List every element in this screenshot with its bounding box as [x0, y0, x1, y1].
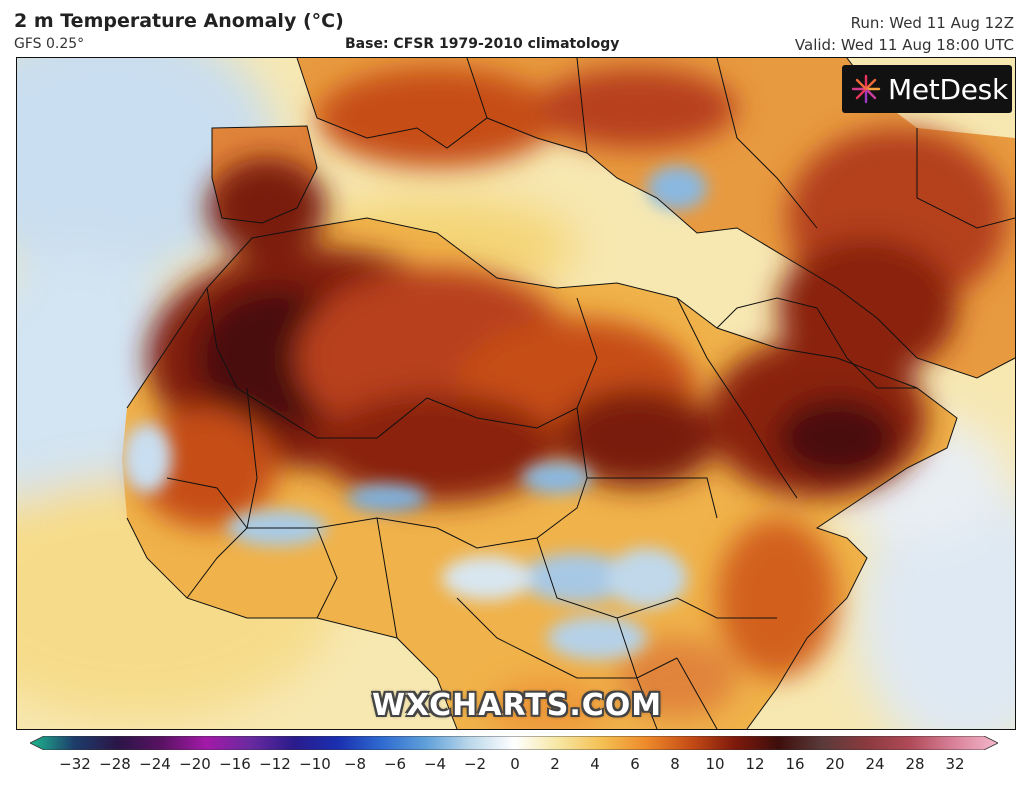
color-scale-tick-label: 20 [825, 755, 845, 773]
country-borders [126, 58, 1015, 729]
color-scale-tick-label: −32 [59, 755, 91, 773]
metdesk-logo: MetDesk [842, 65, 1012, 113]
color-scale-tick-label: 0 [510, 755, 520, 773]
anomaly-map [16, 57, 1016, 730]
model-label: GFS 0.25° [14, 36, 85, 52]
climatology-base-label: Base: CFSR 1979-2010 climatology [345, 36, 620, 52]
warm-anomaly-field [137, 68, 1007, 729]
chart-title: 2 m Temperature Anomaly (°C) [14, 10, 344, 32]
color-scale-tick-label: 2 [550, 755, 560, 773]
color-scale-tick-label: −8 [343, 755, 367, 773]
color-scale-tick-label: 6 [630, 755, 640, 773]
color-scale-tick-label: 12 [745, 755, 765, 773]
color-scale-tick-label: −10 [299, 755, 331, 773]
color-scale-tick-label: 8 [670, 755, 680, 773]
color-scale-tick-label: −12 [259, 755, 291, 773]
color-scale-tick-label: −6 [383, 755, 407, 773]
color-scale-tick-label: −20 [179, 755, 211, 773]
color-scale-tick-label: −28 [99, 755, 131, 773]
color-scale-gradient [30, 736, 998, 750]
color-scale-tick-label: 24 [865, 755, 885, 773]
color-scale-tick-label: −24 [139, 755, 171, 773]
cool-anomaly-field [122, 166, 707, 660]
color-scale-tick-label: 10 [705, 755, 725, 773]
wxcharts-watermark: WXCHARTS.COM [372, 688, 663, 723]
color-scale-tick-label: 32 [945, 755, 965, 773]
map-canvas [17, 58, 1015, 729]
metdesk-logo-text: MetDesk [888, 72, 1008, 106]
color-scale-tick-label: 28 [905, 755, 925, 773]
valid-time-label: Valid: Wed 11 Aug 18:00 UTC [794, 36, 1014, 54]
color-scale-tick-label: −4 [423, 755, 447, 773]
color-scale-tick-label: 4 [590, 755, 600, 773]
run-time-label: Run: Wed 11 Aug 12Z [850, 14, 1014, 32]
metdesk-star-icon [851, 74, 881, 104]
color-scale-tick-label: −16 [219, 755, 251, 773]
color-scale-bar [30, 736, 998, 750]
color-scale-tick-label: −2 [463, 755, 487, 773]
color-scale-tick-label: 16 [785, 755, 805, 773]
